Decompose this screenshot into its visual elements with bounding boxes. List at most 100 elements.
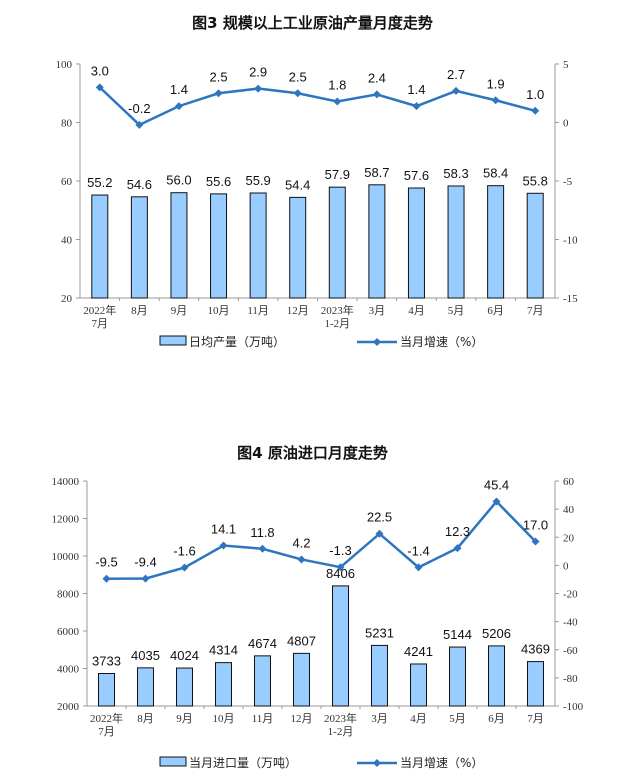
bar bbox=[137, 667, 154, 707]
legend-bar-swatch bbox=[159, 756, 187, 767]
category-label: 11月 bbox=[247, 305, 269, 317]
growth-line bbox=[106, 499, 537, 580]
line-point bbox=[174, 102, 183, 111]
legend-bar-swatch bbox=[159, 335, 187, 346]
right-tick-label: 0 bbox=[563, 118, 569, 130]
bar bbox=[447, 185, 465, 299]
category-label: 7月 bbox=[527, 713, 544, 725]
bar-data-label: 4314 bbox=[209, 643, 238, 658]
category-label: 9月 bbox=[171, 305, 188, 317]
category-label: 2023年 bbox=[321, 303, 354, 317]
line-point bbox=[135, 120, 144, 129]
line-data-label: -9.5 bbox=[95, 555, 117, 570]
bar bbox=[371, 644, 388, 707]
category-label: 10月 bbox=[208, 305, 230, 317]
bar-data-label: 5206 bbox=[482, 626, 511, 641]
line-point bbox=[333, 97, 342, 106]
bar bbox=[176, 667, 193, 707]
bar-data-label: 4369 bbox=[521, 642, 550, 657]
line-data-label: 4.2 bbox=[292, 535, 310, 550]
left-tick-label: 14000 bbox=[52, 476, 80, 488]
line-point bbox=[372, 90, 381, 99]
right-tick-label: -60 bbox=[563, 645, 578, 657]
line-data-label: -1.4 bbox=[407, 543, 429, 558]
category-label: 2023年 bbox=[324, 711, 357, 725]
line-data-label: 1.0 bbox=[526, 87, 544, 102]
line-point bbox=[412, 102, 421, 111]
left-tick-label: 40 bbox=[61, 235, 73, 247]
bar bbox=[249, 192, 267, 299]
bar bbox=[332, 585, 349, 707]
line-point bbox=[414, 563, 423, 572]
bar-data-label: 58.3 bbox=[443, 166, 468, 181]
category-label: 11月 bbox=[252, 713, 274, 725]
right-tick-label: -20 bbox=[563, 589, 578, 601]
left-tick-label: 6000 bbox=[57, 626, 80, 638]
category-label: 1-2月 bbox=[324, 318, 350, 330]
bar bbox=[410, 663, 427, 707]
right-tick-label: -5 bbox=[563, 176, 573, 188]
line-point bbox=[254, 84, 263, 93]
bar-data-label: 8406 bbox=[326, 566, 355, 581]
line-data-label: 17.0 bbox=[523, 517, 548, 532]
right-tick-label: -80 bbox=[563, 673, 578, 685]
right-tick-label: 20 bbox=[563, 532, 575, 544]
legend-line-label: 当月增速（%） bbox=[400, 756, 483, 770]
bar-data-label: 4035 bbox=[131, 648, 160, 663]
line-point bbox=[180, 563, 189, 572]
line-data-label: -1.6 bbox=[173, 544, 195, 559]
left-tick-label: 80 bbox=[61, 118, 73, 130]
line-point bbox=[531, 537, 540, 546]
line-data-label: 1.8 bbox=[328, 77, 346, 92]
bar-data-label: 5231 bbox=[365, 625, 394, 640]
category-label: 6月 bbox=[488, 713, 505, 725]
right-tick-label: -10 bbox=[563, 235, 578, 247]
category-label: 8月 bbox=[137, 713, 154, 725]
category-label: 3月 bbox=[371, 713, 388, 725]
line-data-label: 11.8 bbox=[250, 525, 274, 540]
bar-data-label: 58.4 bbox=[483, 166, 508, 181]
line-data-label: 1.4 bbox=[407, 82, 425, 97]
category-label: 10月 bbox=[213, 713, 235, 725]
left-tick-label: 60 bbox=[61, 176, 73, 188]
bar bbox=[526, 192, 544, 299]
category-label: 6月 bbox=[487, 305, 504, 317]
bar-data-label: 58.7 bbox=[364, 165, 389, 180]
bar-data-label: 4807 bbox=[287, 633, 316, 648]
chart1: 20 40 60 80 100 -15 -10 -5 0 5 55.2 54.6 56.0 55.6 55.… bbox=[56, 59, 579, 349]
left-tick-label: 2000 bbox=[57, 701, 80, 713]
category-label: 4月 bbox=[408, 305, 425, 317]
line-point bbox=[453, 544, 462, 553]
line-point bbox=[258, 544, 267, 553]
line-data-label: -1.3 bbox=[329, 543, 351, 558]
bar bbox=[170, 192, 188, 299]
bar-data-label: 55.6 bbox=[206, 174, 231, 189]
bar bbox=[293, 652, 310, 707]
line-point bbox=[293, 89, 302, 98]
line-point bbox=[219, 541, 228, 550]
category-label: 5月 bbox=[448, 305, 465, 317]
bar bbox=[527, 661, 544, 707]
category-label: 3月 bbox=[369, 305, 386, 317]
line-point bbox=[102, 574, 111, 583]
line-point bbox=[531, 106, 540, 115]
bar bbox=[328, 186, 346, 299]
line-point bbox=[492, 497, 501, 506]
category-label: 2022年 bbox=[83, 303, 116, 317]
line-data-label: 2.5 bbox=[210, 69, 228, 84]
bar-data-label: 54.6 bbox=[127, 177, 152, 192]
bar-data-label: 55.2 bbox=[87, 175, 112, 190]
chart1-title: 图3 规模以上工业原油产量月度走势 bbox=[192, 14, 433, 32]
line-point bbox=[375, 529, 384, 538]
line-data-label: 2.9 bbox=[249, 65, 267, 80]
line-data-label: 2.7 bbox=[447, 67, 465, 82]
left-tick-label: 8000 bbox=[57, 589, 80, 601]
bar bbox=[130, 196, 148, 299]
bar-data-label: 5144 bbox=[443, 627, 472, 642]
category-label: 9月 bbox=[176, 713, 193, 725]
bar bbox=[254, 655, 271, 707]
line-data-label: 1.4 bbox=[170, 82, 188, 97]
category-label: 5月 bbox=[449, 713, 466, 725]
line-data-label: 2.4 bbox=[368, 70, 386, 85]
category-label: 2022年 bbox=[90, 711, 123, 725]
